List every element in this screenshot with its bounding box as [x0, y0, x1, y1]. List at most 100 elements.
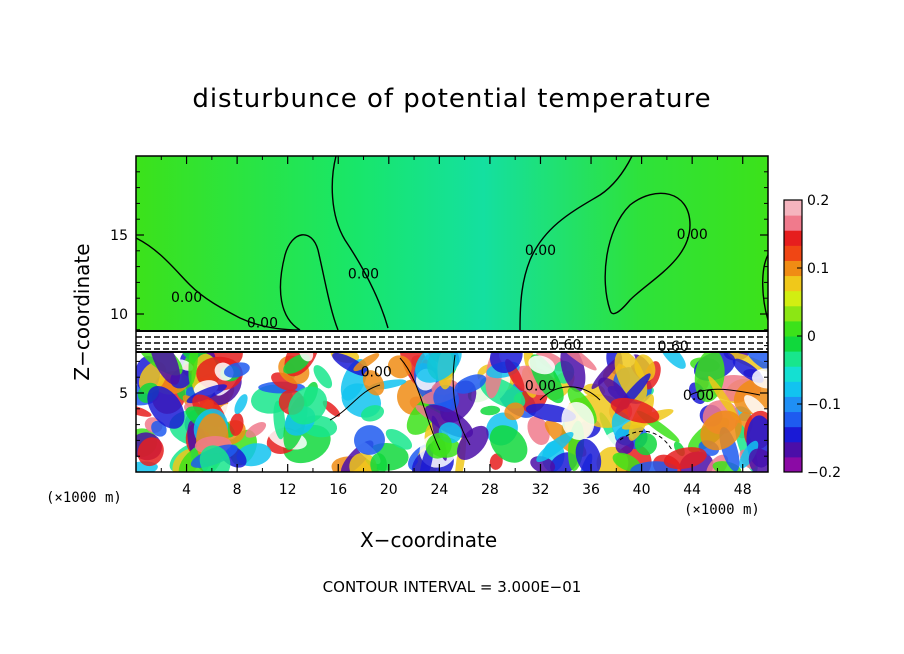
colorbar-swatch	[784, 366, 802, 382]
field-blob	[288, 386, 328, 425]
field-blob	[425, 432, 452, 459]
contour-interval-note: CONTOUR INTERVAL = 3.000E−01	[322, 578, 582, 596]
field-blob	[229, 413, 244, 436]
y-tick-label: 5	[119, 386, 128, 402]
contour-label: 0.60	[658, 339, 689, 355]
colorbar-swatch	[784, 245, 802, 261]
field-blob	[387, 355, 412, 379]
contour-label: 0.00	[361, 365, 392, 381]
field-blob	[147, 386, 185, 429]
colorbar-swatch	[784, 320, 802, 337]
colorbar-tick-label: −0.1	[807, 397, 841, 413]
contour-label: 0.00	[247, 316, 278, 332]
inversion-band	[136, 330, 768, 353]
field-blob	[536, 431, 574, 463]
x-tick-label: 28	[481, 482, 499, 498]
colorbar-tick-label: −0.2	[807, 465, 841, 481]
colorbar-swatch	[784, 260, 802, 277]
field-blob	[456, 425, 489, 460]
field-blob	[708, 376, 739, 421]
x-tick-label: 20	[380, 482, 398, 498]
field-blob	[575, 438, 602, 472]
field-blob	[349, 452, 377, 472]
contour-label: 0.00	[677, 227, 708, 243]
field-blob	[663, 447, 707, 470]
colorbar-swatch	[784, 396, 802, 413]
field-blob	[610, 397, 660, 424]
field-blob	[137, 437, 164, 467]
colorbar-tick-label: 0.2	[807, 193, 829, 209]
colorbar-swatch	[784, 200, 802, 216]
x-axis: 4 8 12 16 20 24 28 32 36 40 44 48	[160, 156, 752, 498]
y-axis-label: Z−coordinate	[70, 243, 94, 381]
colorbar-tick-label: 0.1	[807, 261, 829, 277]
lower-contours	[329, 354, 761, 451]
field-blob	[752, 368, 768, 389]
field-blob	[360, 405, 385, 422]
colorbar-swatch	[784, 290, 802, 307]
colorbar-swatch	[784, 381, 802, 397]
colorbar-swatch	[784, 230, 802, 246]
x-tick-label: 32	[532, 482, 550, 498]
x-tick-label: 48	[734, 482, 752, 498]
field-blob	[748, 448, 768, 472]
field-blob	[385, 428, 413, 450]
field-blob	[489, 425, 528, 463]
field-blob	[561, 402, 595, 440]
field-blob	[504, 402, 525, 421]
y-tick-label: 15	[110, 228, 128, 244]
field-blob	[480, 405, 501, 416]
x-tick-label: 4	[182, 482, 191, 498]
x-tick-label: 12	[279, 482, 297, 498]
field-blob	[528, 355, 556, 375]
x-tick-label: 44	[683, 482, 701, 498]
field-blob	[245, 422, 267, 438]
field-blob	[353, 353, 380, 372]
x-tick-label: 8	[233, 482, 242, 498]
field-blob	[527, 416, 550, 445]
colorbar-tick-label: 0	[807, 329, 816, 345]
field-blob	[489, 453, 503, 470]
x-tick-label: 36	[582, 482, 600, 498]
y-tick-label: 10	[110, 307, 128, 323]
contour-label: 0.00	[525, 243, 556, 259]
contour-label: 0.00	[525, 379, 556, 395]
upper-field	[136, 156, 768, 332]
colorbar-swatch	[784, 305, 802, 322]
field-blob	[615, 436, 634, 455]
x-unit-right: (×1000 m)	[684, 502, 760, 518]
x-tick-label: 16	[329, 482, 347, 498]
contour-labels: 0.00 0.00 0.00 0.00 0.00 0.00 0.00 0.00 0.60 0.60	[171, 227, 714, 404]
contour-label: 0.00	[348, 267, 379, 283]
colorbar-swatch	[784, 215, 802, 231]
colorbar-swatch	[784, 456, 802, 473]
colorbar-swatch	[784, 426, 802, 443]
field-blob	[634, 433, 658, 456]
lower-field	[136, 330, 768, 472]
field-blob	[223, 362, 250, 378]
field-blob	[313, 365, 333, 389]
field-blob	[454, 374, 487, 394]
x-tick-label: 24	[430, 482, 448, 498]
colorbar-swatch	[784, 441, 802, 458]
colorbar-swatch	[784, 275, 802, 292]
field-blob	[433, 384, 460, 413]
field-blob	[362, 370, 385, 396]
field-blob	[234, 394, 248, 415]
field-blob	[739, 440, 759, 469]
contour-label: 0.60	[550, 338, 581, 354]
x-tick-label: 40	[633, 482, 651, 498]
x-axis-label: X−coordinate	[360, 528, 498, 552]
field-blob	[370, 453, 387, 472]
field-blob	[700, 410, 742, 451]
chart-title: disturbunce of potential temperature	[192, 84, 712, 114]
field-blob	[332, 352, 370, 377]
contour-label: 0.00	[171, 290, 202, 306]
y-axis: 5 10 15	[110, 171, 768, 457]
colorbar: 0.2 0.1 0 −0.1 −0.2	[783, 193, 841, 481]
colorbar-swatch	[784, 336, 802, 352]
field-blob	[354, 425, 385, 455]
colorbar-swatch	[784, 351, 802, 367]
contour-label: 0.00	[683, 388, 714, 404]
